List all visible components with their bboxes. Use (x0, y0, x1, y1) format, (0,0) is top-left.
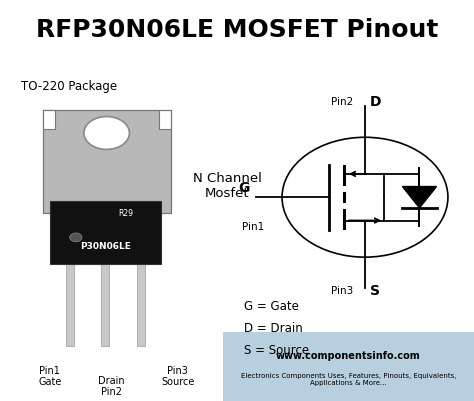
Bar (137, 264, 145, 346)
Text: Pin1: Pin1 (243, 222, 264, 232)
Text: D: D (370, 95, 381, 109)
Bar (43, 111, 55, 130)
Bar (159, 111, 171, 130)
Polygon shape (402, 187, 437, 209)
Text: Drain
Pin2: Drain Pin2 (98, 375, 125, 397)
Circle shape (84, 117, 129, 150)
Text: D = Drain: D = Drain (244, 321, 303, 334)
Text: Electronics Components Uses, Features, Pinouts, Equivalents,
Applications & More: Electronics Components Uses, Features, P… (241, 372, 456, 385)
Bar (159, 111, 171, 130)
Text: Pin1
Gate: Pin1 Gate (38, 365, 62, 386)
Text: TO-220 Package: TO-220 Package (21, 80, 117, 93)
Text: Pin2: Pin2 (331, 97, 353, 107)
Text: S: S (370, 283, 380, 297)
Bar (101, 264, 109, 346)
Text: G: G (238, 180, 250, 194)
Bar (66, 264, 74, 346)
Bar (43, 111, 55, 130)
Text: R29: R29 (118, 209, 133, 218)
Text: Pin3: Pin3 (331, 285, 353, 295)
Text: S = Source: S = Source (244, 343, 309, 356)
Bar (43, 111, 171, 213)
Text: N Channel
Mosfet: N Channel Mosfet (193, 172, 262, 200)
Text: G = Gate: G = Gate (244, 299, 299, 312)
Text: RFP30N06LE MOSFET Pinout: RFP30N06LE MOSFET Pinout (36, 18, 438, 42)
Text: www.componentsinfo.com: www.componentsinfo.com (276, 350, 421, 360)
Text: Pin3
Source: Pin3 Source (161, 365, 194, 386)
Bar (43, 111, 171, 213)
Bar (50, 201, 161, 264)
Circle shape (70, 233, 82, 242)
Bar (223, 333, 474, 401)
Text: P30N06LE: P30N06LE (80, 241, 131, 250)
